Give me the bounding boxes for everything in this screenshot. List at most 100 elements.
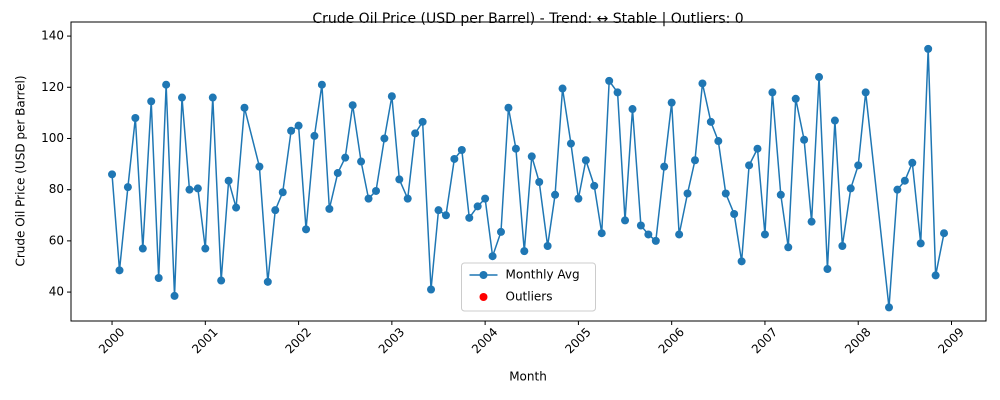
data-point <box>263 277 272 286</box>
data-point <box>138 244 147 253</box>
data-point <box>581 156 590 165</box>
data-point <box>730 209 739 218</box>
data-point <box>364 194 373 203</box>
data-point <box>784 243 793 252</box>
data-point <box>450 154 459 163</box>
data-point <box>721 189 730 198</box>
data-point <box>931 271 940 280</box>
data-point <box>481 194 490 203</box>
data-point <box>916 239 925 248</box>
data-point <box>465 213 474 222</box>
data-point <box>690 156 699 165</box>
data-point <box>791 94 800 103</box>
data-point <box>628 105 637 114</box>
data-point <box>760 230 769 239</box>
data-point <box>325 204 334 213</box>
plot-frame <box>70 21 987 322</box>
data-point <box>900 176 909 185</box>
data-point <box>434 206 443 215</box>
data-point <box>800 135 809 144</box>
data-point <box>644 230 653 239</box>
data-point <box>706 117 715 126</box>
data-point <box>411 129 420 138</box>
data-point <box>302 225 311 234</box>
data-point <box>123 183 132 192</box>
data-point <box>527 152 536 161</box>
data-point <box>473 202 482 211</box>
data-point <box>597 229 606 238</box>
data-point <box>131 113 140 122</box>
data-point <box>115 266 124 275</box>
data-point <box>310 131 319 140</box>
data-point <box>551 190 560 199</box>
data-point <box>380 134 389 143</box>
data-point <box>427 285 436 294</box>
y-tick-label: 40 <box>49 285 64 299</box>
data-point <box>621 216 630 225</box>
legend-marker <box>479 293 488 301</box>
data-point <box>714 137 723 146</box>
data-point <box>698 79 707 88</box>
data-point <box>441 211 450 220</box>
data-point <box>776 190 785 199</box>
data-point <box>590 181 599 190</box>
data-point <box>830 116 839 125</box>
data-point <box>217 276 226 285</box>
y-tick-label: 100 <box>41 131 64 145</box>
data-point <box>395 175 404 184</box>
data-point <box>675 230 684 239</box>
data-point <box>278 188 287 197</box>
data-point <box>170 291 179 300</box>
data-point <box>224 176 233 185</box>
data-point <box>908 158 917 167</box>
data-point <box>940 229 949 238</box>
data-point <box>108 170 117 179</box>
data-point <box>496 227 505 236</box>
y-tick-label: 120 <box>41 80 64 94</box>
data-point <box>488 252 497 261</box>
data-point <box>660 162 669 171</box>
data-point <box>543 241 552 250</box>
data-point <box>333 169 342 178</box>
data-point <box>457 145 466 154</box>
data-point <box>193 184 202 193</box>
data-point <box>387 92 396 101</box>
data-point <box>208 93 217 102</box>
data-point <box>287 126 296 135</box>
data-point <box>846 184 855 193</box>
data-point <box>185 185 194 194</box>
data-point <box>745 161 754 170</box>
data-point <box>232 203 241 212</box>
data-point <box>823 265 832 274</box>
data-point <box>768 88 777 97</box>
data-point <box>240 103 249 112</box>
data-point <box>636 221 645 230</box>
legend-marker <box>479 271 488 279</box>
data-point <box>574 194 583 203</box>
data-point <box>893 185 902 194</box>
data-point <box>854 161 863 170</box>
x-axis-label: Month <box>509 370 547 384</box>
data-point <box>807 217 816 226</box>
data-point <box>177 93 186 102</box>
chart-title: Crude Oil Price (USD per Barrel) - Trend… <box>312 11 743 27</box>
data-point <box>535 177 544 186</box>
legend: Monthly Avg Outliers <box>461 262 596 312</box>
data-point <box>566 139 575 148</box>
data-point <box>861 88 870 97</box>
data-point <box>341 153 350 162</box>
data-point <box>357 157 366 166</box>
data-point <box>737 257 746 266</box>
data-point <box>683 189 692 198</box>
data-point <box>317 80 326 89</box>
data-point <box>348 101 357 110</box>
data-point <box>271 206 280 215</box>
y-axis-label: Crude Oil Price (USD per Barrel) <box>14 75 28 266</box>
data-point <box>884 303 893 312</box>
legend-label: Outliers <box>506 290 553 304</box>
data-point <box>418 117 427 126</box>
data-point <box>294 121 303 130</box>
data-point <box>815 73 824 82</box>
